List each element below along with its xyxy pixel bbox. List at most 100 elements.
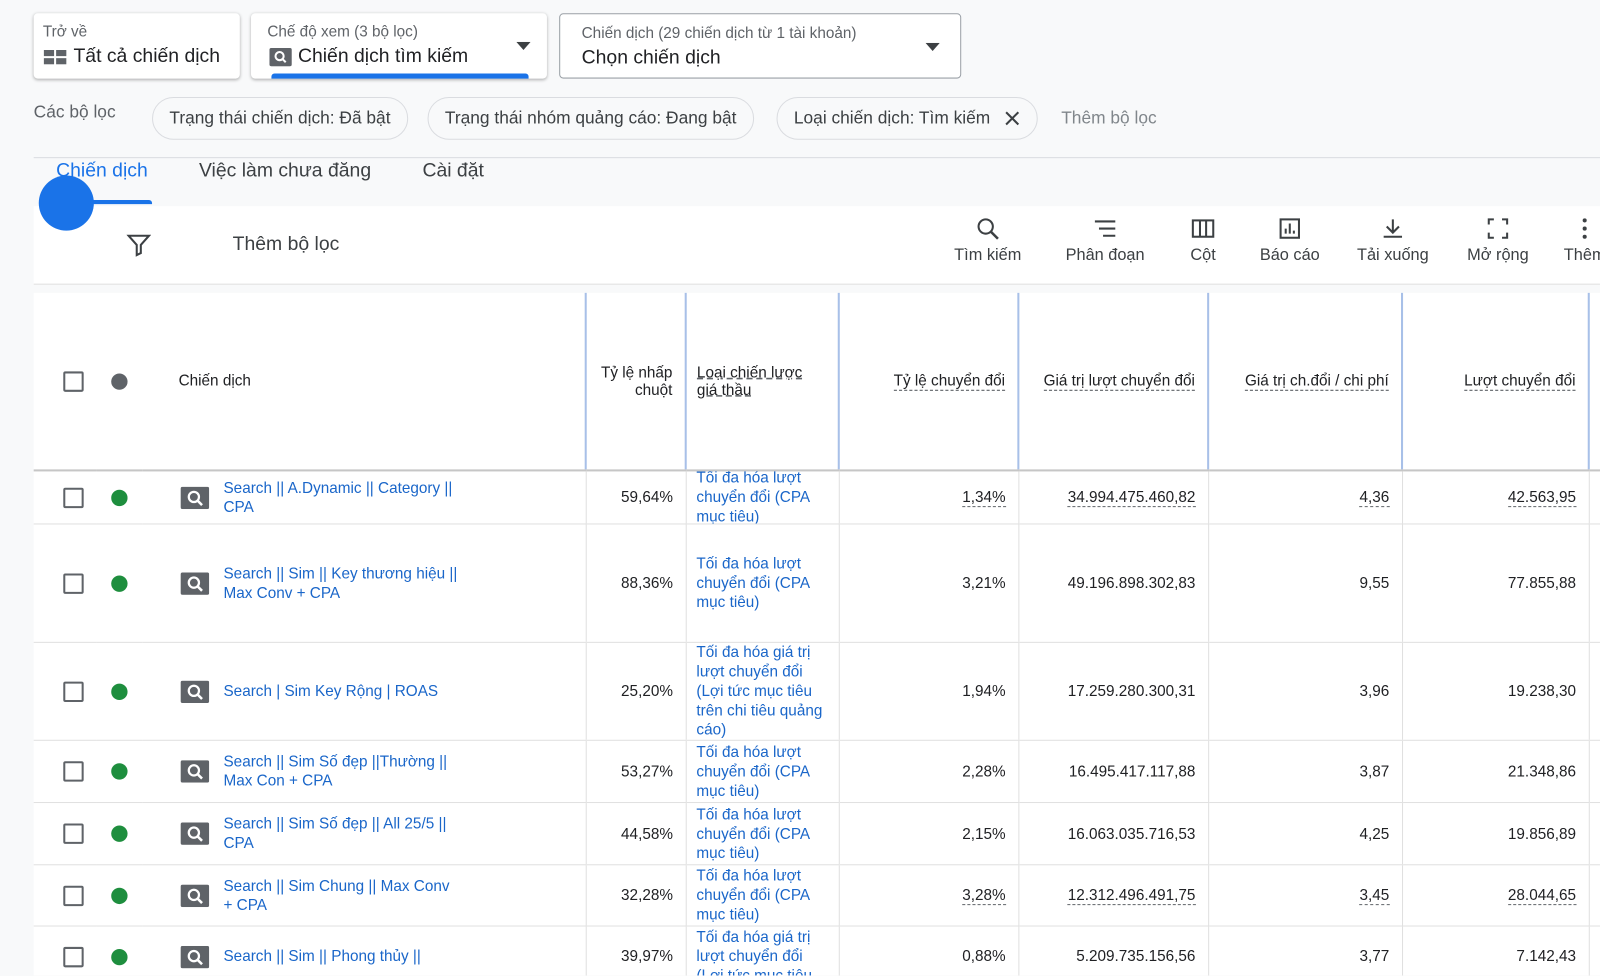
filter-chip[interactable]: Trạng thái nhóm quảng cáo: Đang bật <box>427 96 754 140</box>
row-cell <box>96 802 143 866</box>
add-filter[interactable]: Thêm bộ lọc <box>1061 108 1157 128</box>
toolbar-add-filter[interactable]: Thêm bộ lọc <box>232 233 340 256</box>
header-cell <box>33 292 97 472</box>
metric: 34.994.475.460,82 <box>1067 488 1196 508</box>
metric: 32,28% <box>621 886 673 905</box>
campaign-name[interactable]: Search || Sim || Phong thủy || <box>223 947 421 966</box>
header-cell <box>96 292 143 472</box>
metric: 3,77 <box>1359 947 1390 966</box>
column-header[interactable]: Lượt chuyển đổi <box>1401 292 1589 472</box>
metric-cell: 32,28% <box>585 864 686 927</box>
checkbox[interactable] <box>63 946 84 967</box>
metric-cell: 3,21% <box>838 523 1019 643</box>
bid-strategy-text[interactable]: Tối đa hóa lượt chuyển đổi (CPA mục tiêu… <box>696 743 810 800</box>
checkbox[interactable] <box>63 681 84 702</box>
metric-cell: 88,36% <box>585 523 686 643</box>
filter-chip[interactable]: Loại chiến dịch: Tìm kiếm <box>776 96 1039 140</box>
toolbar-action[interactable]: Mở rộng <box>1447 216 1549 265</box>
view-select[interactable]: Chế độ xem (3 bộ lọc) Chiến dịch tìm kiế… <box>251 13 547 79</box>
checkbox[interactable] <box>63 761 84 782</box>
bid-strategy: Tối đa hóa lượt chuyển đổi (CPA mục tiêu… <box>687 524 839 641</box>
toolbar-action[interactable]: Phân đoạn <box>1054 216 1156 265</box>
metric: 44,58% <box>621 824 673 843</box>
tab-indicator <box>56 199 153 205</box>
row-cell <box>1588 523 1600 643</box>
bid-strategy-cell: Tối đa hóa lượt chuyển đổi (CPA mục tiêu… <box>685 470 839 525</box>
bid-strategy-text[interactable]: Tối đa hóa lượt chuyển đổi (CPA mục tiêu… <box>696 555 810 612</box>
campaign-cell: Search || A.Dynamic || Category || CPA <box>142 470 586 525</box>
fab[interactable] <box>38 175 94 231</box>
status-dot <box>111 825 128 842</box>
toolbar-action[interactable]: Tìm kiếm <box>937 216 1039 265</box>
metric: 7.142,43 <box>1516 947 1577 966</box>
bid-strategy-text[interactable]: Tối đa hóa lượt chuyển đổi (CPA mục tiêu… <box>696 805 810 862</box>
filter-chip[interactable]: Trạng thái chiến dịch: Đã bật <box>152 96 408 140</box>
metric-cell: 3,28% <box>838 864 1019 927</box>
tab[interactable]: Cài đặt <box>422 160 484 182</box>
column-header[interactable]: Chiến dịch <box>142 292 586 472</box>
row-cell <box>33 523 97 643</box>
metric-cell: 7.142,43 <box>1401 926 1589 976</box>
metric: 3,45 <box>1359 886 1390 906</box>
column-header[interactable]: Tỷ lệ nhấp chuột <box>584 292 686 472</box>
toolbar-action[interactable]: Tải xuống <box>1342 216 1444 265</box>
toolbar-action[interactable]: Báo cáo <box>1239 216 1341 265</box>
back-button[interactable]: Trở về Tất cả chiến dịch <box>33 13 240 79</box>
metric-cell: 19.238,30 <box>1401 642 1589 741</box>
bid-strategy: Tối đa hóa lượt chuyển đổi (CPA mục tiêu… <box>687 741 839 802</box>
row-cell <box>33 740 97 804</box>
column-header[interactable]: Giá trị ch.đổi / chi phí <box>1207 292 1403 472</box>
bid-strategy-text[interactable]: Tối đa hóa lượt chuyển đổi (CPA mục tiêu… <box>696 471 810 524</box>
metric-cell: 2,28% <box>838 740 1019 804</box>
toolbar-action[interactable]: Cột <box>1152 216 1254 265</box>
tab[interactable]: Việc làm chưa đăng <box>198 160 372 182</box>
campaign: Search | Sim Key Rộng | ROAS <box>143 680 585 703</box>
column-header[interactable]: Tỷ lệ chuyển đổi <box>837 292 1019 472</box>
bid-strategy-cell: Tối đa hóa lượt chuyển đổi (CPA mục tiêu… <box>685 864 839 927</box>
checkbox[interactable] <box>63 885 84 906</box>
bid-strategy-text[interactable]: Tối đa hóa lượt chuyển đổi (CPA mục tiêu… <box>696 867 810 924</box>
campaign-name[interactable]: Search || Sim || Key thương hiệu || Max … <box>223 564 458 602</box>
campaign-name[interactable]: Search || Sim Chung || Max Conv + CPA <box>223 877 450 914</box>
checkbox[interactable] <box>63 823 84 844</box>
metric: 39,97% <box>621 947 673 966</box>
remove-icon[interactable] <box>1005 110 1021 126</box>
action-label: Mở rộng <box>1467 246 1529 265</box>
tab[interactable]: Chiến dịch <box>56 160 148 182</box>
bid-strategy-text[interactable]: Tối đa hóa giá trị lượt chuyển đổi (Lợi … <box>696 928 812 976</box>
metric-cell: 3,77 <box>1207 926 1403 976</box>
checkbox[interactable] <box>63 370 84 392</box>
campaign-cell: Search || Sim || Phong thủy || <box>142 926 586 976</box>
metric-cell: 16.495.417.117,88 <box>1017 740 1209 804</box>
action-icon <box>1279 218 1300 239</box>
metric-cell: 53,27% <box>585 740 686 804</box>
column-header[interactable]: Loại chiến lược giá thầu <box>684 292 839 472</box>
action-icon <box>1487 218 1509 239</box>
metric: 1,94% <box>962 682 1006 700</box>
checkbox[interactable] <box>63 572 84 594</box>
toolbar <box>33 206 1600 285</box>
toolbar-action[interactable]: Thêm <box>1534 216 1600 265</box>
metric-cell: 19.856,89 <box>1401 802 1589 866</box>
metric-cell: 5.209.735.156,56 <box>1017 926 1209 976</box>
campaign-name[interactable]: Search || Sim Số đẹp ||Thường || Max Con… <box>223 753 448 790</box>
filter-icon[interactable] <box>126 233 152 257</box>
bid-strategy-text[interactable]: Tối đa hóa giá trị lượt chuyển đổi (Lợi … <box>696 643 823 739</box>
column-header[interactable]: Giá trị lượt chuyển đổi <box>1017 292 1209 472</box>
column-title: Tỷ lệ chuyển đổi <box>893 372 1006 391</box>
bid-strategy: Tối đa hóa lượt chuyển đổi (CPA mục tiêu… <box>687 803 839 864</box>
metric-cell: 28.044,65 <box>1401 864 1589 927</box>
checkbox[interactable] <box>63 487 84 508</box>
view-label: Chế độ xem (3 bộ lọc) <box>267 23 418 41</box>
campaign-name[interactable]: Search || A.Dynamic || Category || CPA <box>223 479 453 516</box>
search-icon <box>180 884 210 907</box>
column-title: Tỷ lệ nhấp chuột <box>600 363 673 399</box>
metric: 88,36% <box>621 574 673 592</box>
metric: 19.856,89 <box>1507 824 1577 843</box>
row-cell <box>33 470 97 525</box>
campaign-name[interactable]: Search | Sim Key Rộng | ROAS <box>223 682 439 700</box>
campaign-name[interactable]: Search || Sim Số đẹp || All 25/5 || CPA <box>223 815 447 853</box>
action-icon <box>977 218 999 240</box>
campaign-select[interactable]: Chiến dịch (29 chiến dịch từ 1 tài khoản… <box>559 13 962 79</box>
